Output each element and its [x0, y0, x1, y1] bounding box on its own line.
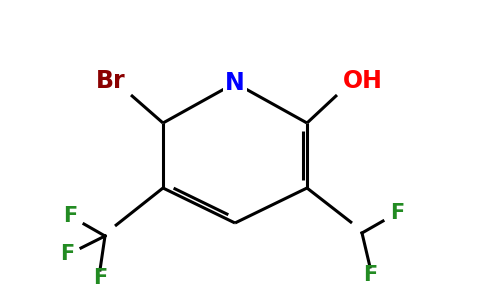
Text: F: F — [60, 244, 74, 264]
Text: N: N — [225, 71, 245, 95]
Text: F: F — [363, 265, 377, 285]
Text: F: F — [93, 268, 107, 288]
Text: F: F — [390, 203, 404, 223]
Text: Br: Br — [96, 69, 126, 93]
Text: F: F — [63, 206, 77, 226]
Text: OH: OH — [343, 69, 383, 93]
